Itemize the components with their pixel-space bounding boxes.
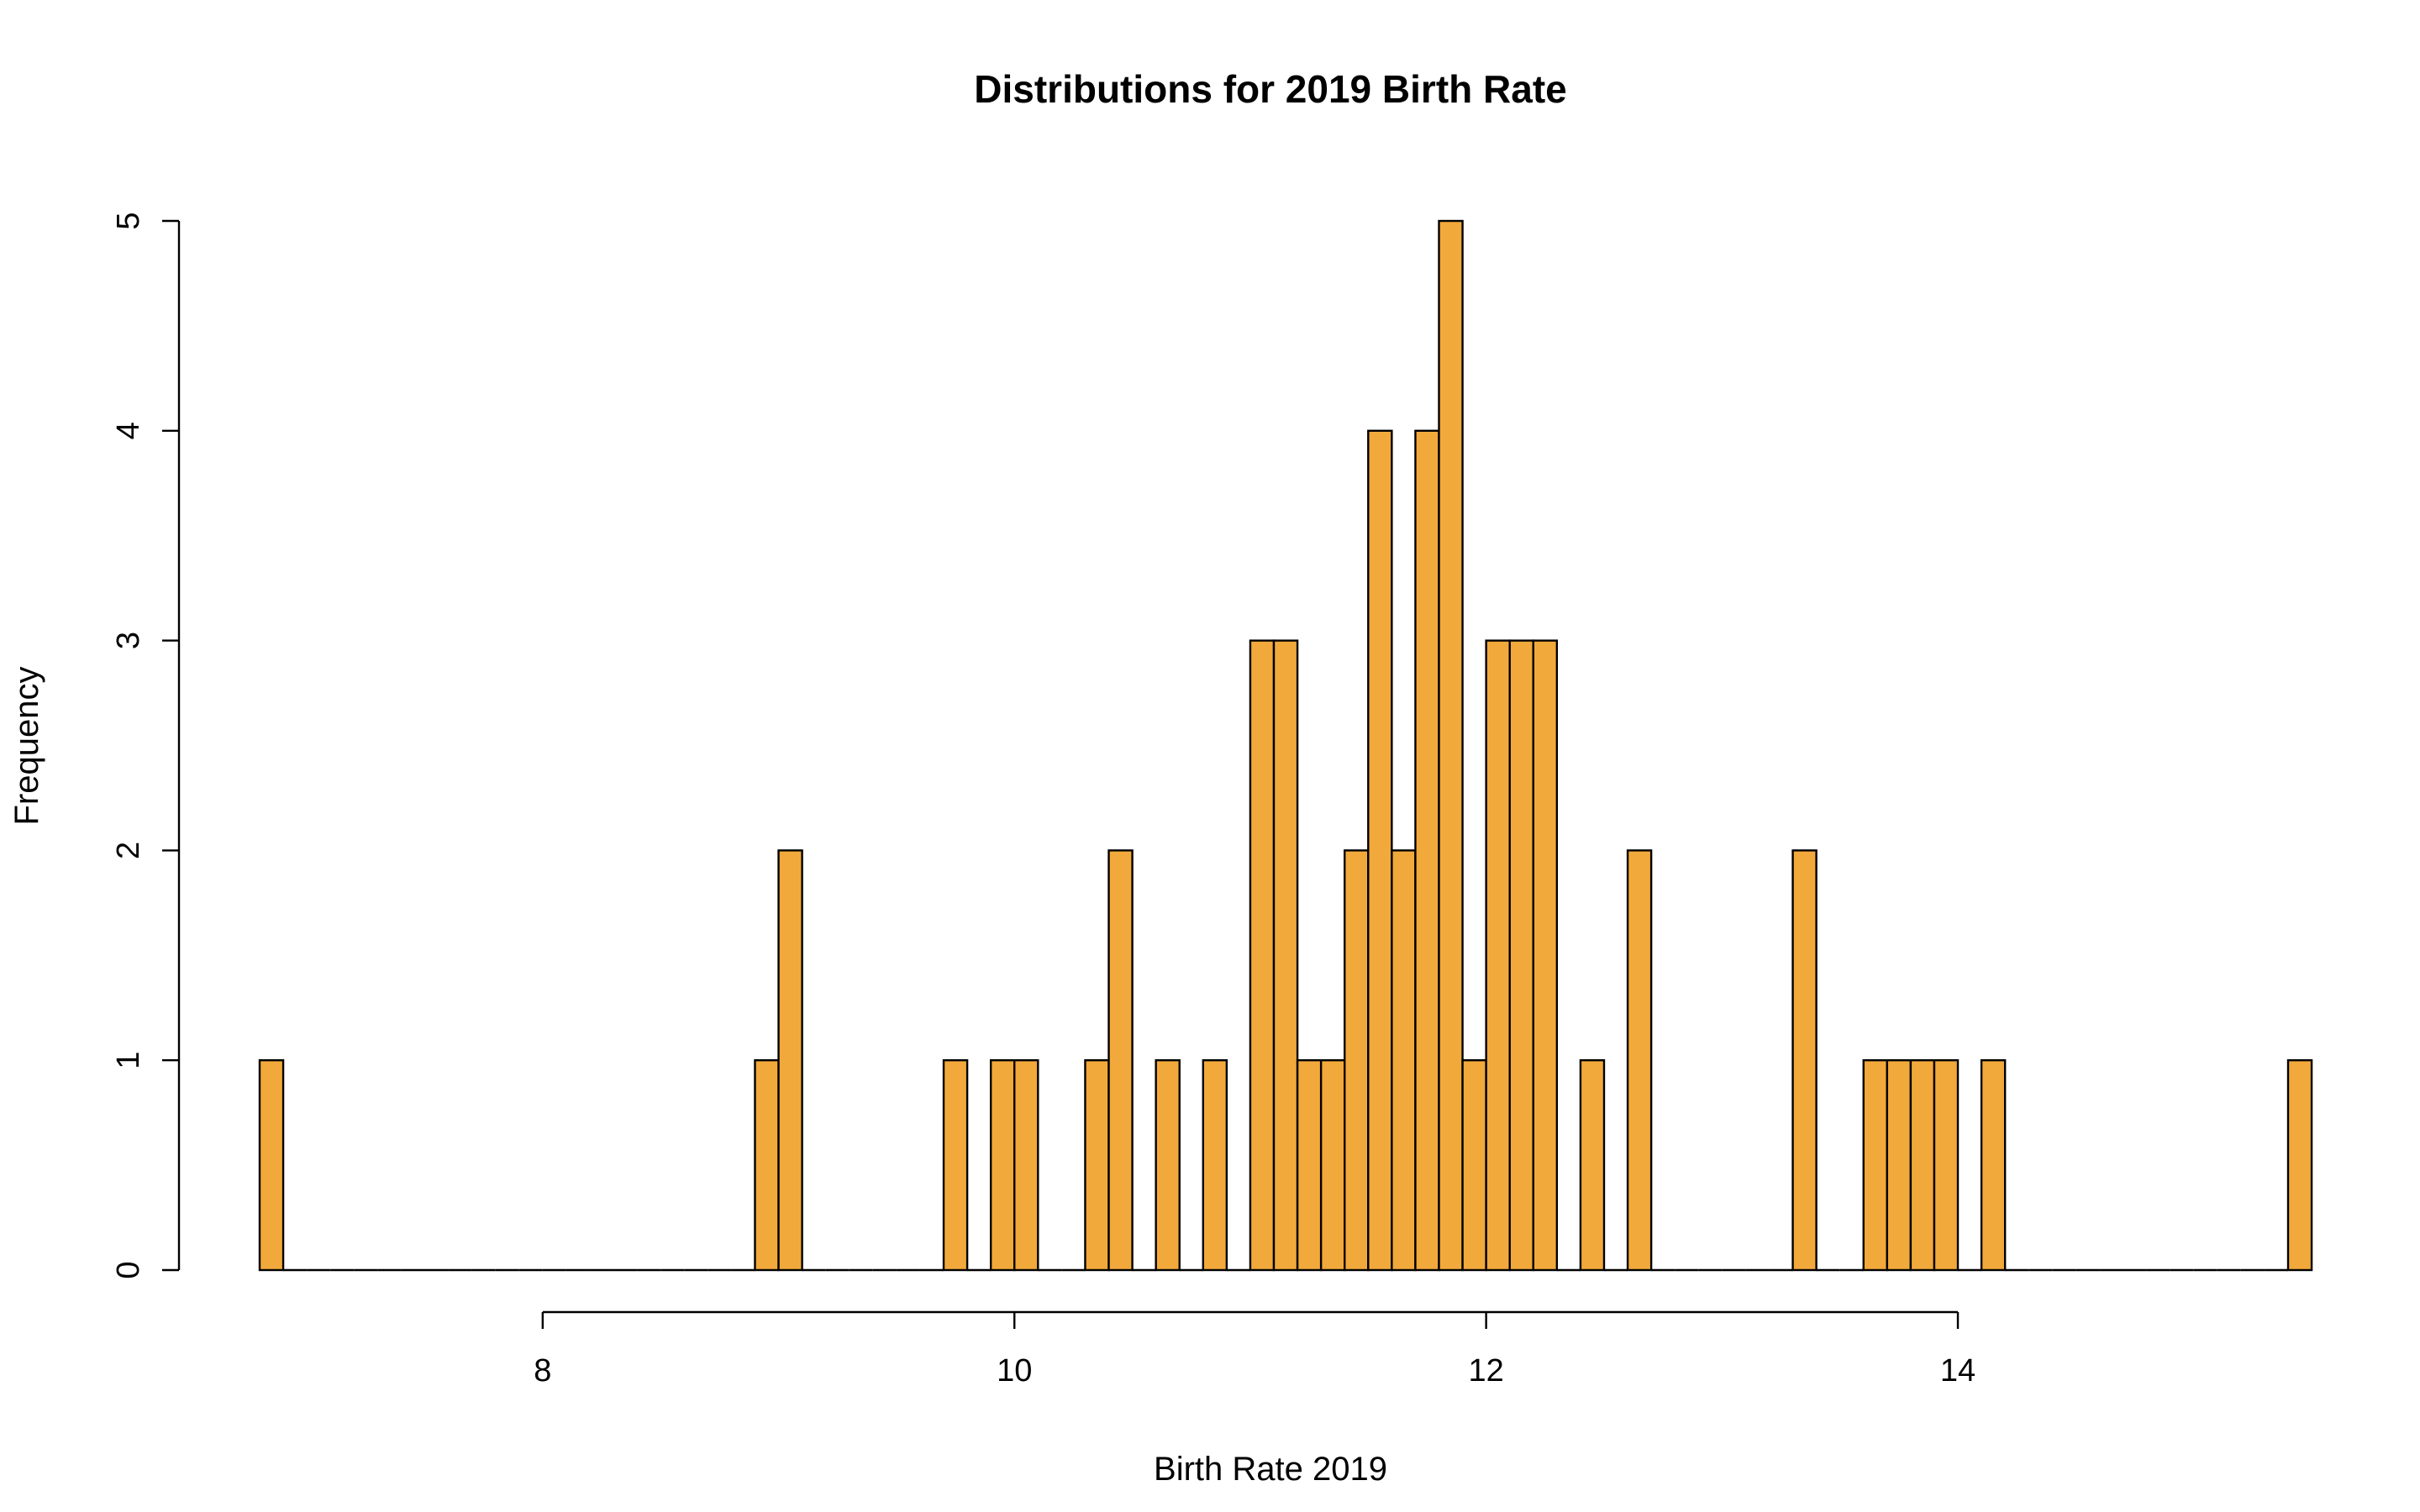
histogram-bar	[1367, 429, 1393, 1272]
x-tick-label: 8	[534, 1353, 551, 1389]
y-tick-label: 1	[111, 1052, 146, 1069]
histogram-bar	[1579, 1058, 1606, 1272]
histogram-bar	[1909, 1058, 1936, 1272]
histogram-bar	[1626, 849, 1653, 1272]
histogram-bar	[1414, 429, 1440, 1272]
y-axis: 0 1 2 3 4 5	[111, 212, 181, 1279]
y-tick-label: 4	[111, 422, 146, 439]
histogram-bar	[754, 1058, 780, 1272]
y-tick-label: 5	[111, 212, 146, 229]
histogram-bar	[1013, 1058, 1039, 1272]
histogram-bar	[1202, 1058, 1228, 1272]
y-tick-label: 0	[111, 1261, 146, 1278]
y-tick-label: 3	[111, 632, 146, 649]
histogram-bar	[1107, 849, 1134, 1272]
x-axis: 8 10 12 14	[534, 1310, 1975, 1389]
x-tick-label: 12	[1468, 1353, 1503, 1389]
histogram-bar	[1862, 1058, 1889, 1272]
histogram-bar	[1391, 849, 1417, 1272]
histogram-bar	[1249, 639, 1276, 1272]
histogram-bar	[1532, 639, 1559, 1272]
histogram-bar	[1461, 1058, 1487, 1272]
histogram-bar	[1272, 639, 1299, 1272]
histogram-bar	[989, 1058, 1016, 1272]
histogram-bar	[1084, 1058, 1110, 1272]
y-tick-label: 2	[111, 842, 146, 859]
histogram-bar	[1791, 849, 1818, 1272]
x-tick-label: 14	[1940, 1353, 1975, 1389]
histogram-bar	[1980, 1058, 2007, 1272]
histogram-bar	[1485, 639, 1511, 1272]
chart-title: Distributions for 2019 Birth Rate	[974, 67, 1566, 111]
histogram-bar	[1344, 849, 1370, 1272]
histogram-bar	[258, 1058, 285, 1272]
histogram-bar	[1155, 1058, 1181, 1272]
histogram-bar	[777, 849, 803, 1272]
histogram-bar	[1296, 1058, 1323, 1272]
histogram-bar	[1438, 219, 1464, 1272]
x-axis-label: Birth Rate 2019	[1154, 1451, 1387, 1488]
histogram-bar	[942, 1058, 969, 1272]
x-tick-label: 10	[997, 1353, 1032, 1389]
histogram-bar	[1933, 1058, 1960, 1272]
histogram-bar	[1508, 639, 1534, 1272]
histogram-bar	[2286, 1058, 2313, 1272]
bars-group	[258, 219, 2313, 1272]
y-axis-label: Frequency	[8, 667, 45, 826]
histogram-bar	[1886, 1058, 1912, 1272]
histogram-bar	[1319, 1058, 1346, 1272]
